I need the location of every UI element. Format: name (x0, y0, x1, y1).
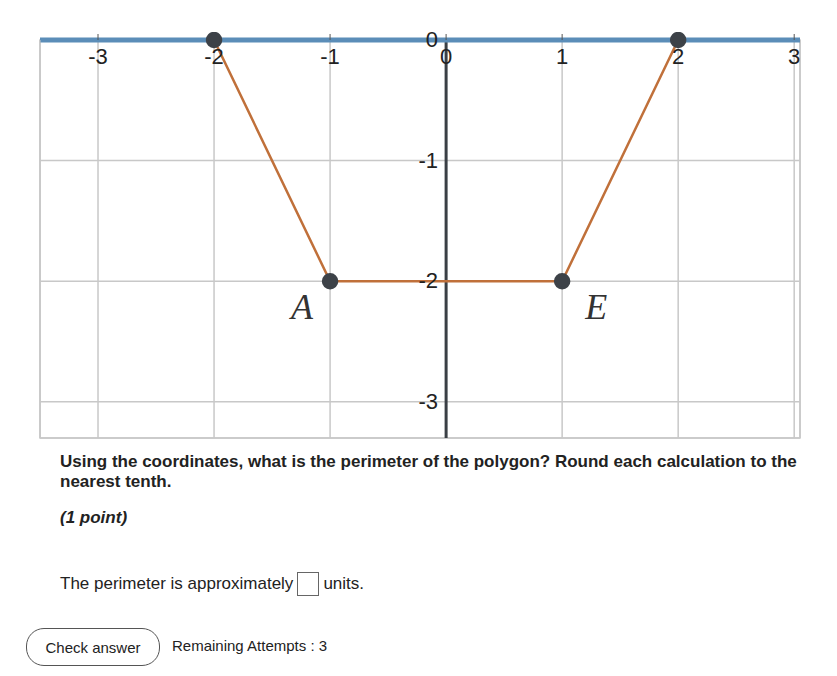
svg-text:1: 1 (556, 44, 568, 69)
svg-text:-1: -1 (320, 44, 340, 69)
svg-text:0: 0 (426, 27, 438, 52)
html-text:units.: units. (323, 574, 364, 593)
svg-text:3: 3 (788, 44, 800, 69)
html-text:Remaining Attempts : 3: Remaining Attempts : 3 (172, 637, 328, 654)
html-text:(1 point): (1 point) (60, 508, 127, 527)
svg-text:A: A (289, 287, 314, 327)
html-text:Using the coordinates, what is: Using the coordinates, what is the perim… (60, 452, 797, 491)
html-text:The perimeter is approximately: The perimeter is approximately (60, 574, 294, 593)
svg-text:-2: -2 (204, 44, 224, 69)
svg-text:E: E (584, 287, 607, 327)
svg-text:-3: -3 (419, 389, 439, 414)
html-text:Check answer: Check answer (45, 638, 141, 656)
svg-text:-1: -1 (419, 148, 439, 173)
svg-text:2: 2 (672, 44, 684, 69)
svg-text:-2: -2 (419, 268, 439, 293)
svg-text:0: 0 (440, 44, 452, 69)
svg-text:-3: -3 (88, 44, 108, 69)
